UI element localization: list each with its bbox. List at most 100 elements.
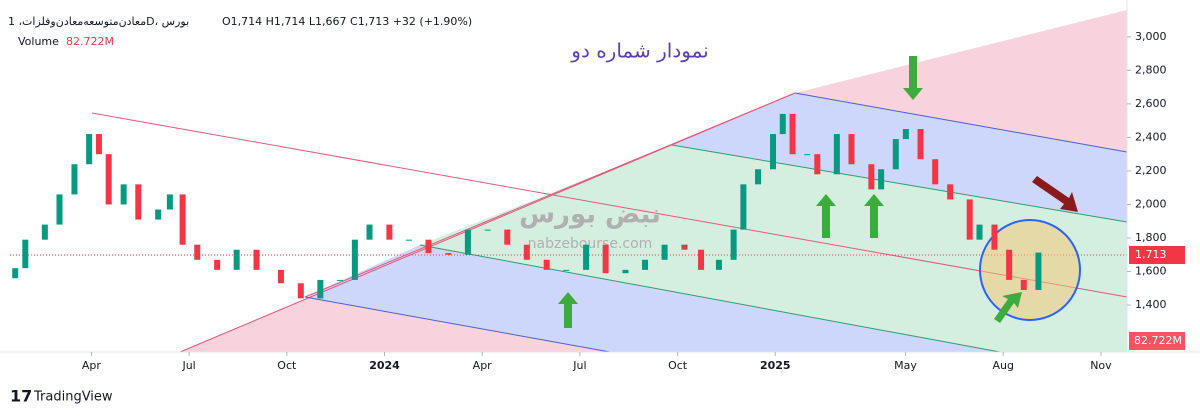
candle [917,129,924,160]
y-tick-label: 2,800 [1135,63,1167,76]
watermark: نبض بورس [519,200,661,230]
candle [277,269,284,284]
volume-label: Volume [18,35,59,48]
x-tick-label: Nov [1090,359,1112,372]
candle [351,239,358,280]
candle [445,253,452,255]
channel-line [304,296,611,353]
candle [253,249,260,270]
candle [41,224,48,240]
volume-tag-label: 82.722M [1134,334,1182,347]
arrow [903,56,923,100]
candle [543,259,550,270]
ohlc: O1,714 H1,714 L1,667 C1,713 +32 (+1.90%) [222,15,472,28]
drawings [10,10,1128,353]
channel-line [304,92,796,298]
x-tick-label: Apr [82,359,102,372]
candle [868,164,875,190]
x-tick-label: Oct [277,359,297,372]
price-tag-label: 1,713 [1135,248,1167,261]
candle [804,154,811,156]
candle [789,113,796,155]
logo: 17 [10,387,32,406]
candle [740,184,747,230]
candle [386,224,393,240]
x-tick-label: Jul [572,359,586,372]
candle [120,184,127,205]
green-arrows [558,56,1022,328]
symbol: معادن‌متوسعه‌معادن‌وفلزات، 1D، بورس [8,15,189,28]
candle [233,249,240,270]
candle [1006,249,1013,280]
channel-line [794,92,1128,153]
blue-band-low [305,245,1000,352]
median-line [91,112,1128,298]
candle [848,134,855,165]
candle [166,194,173,210]
candle [1035,252,1042,290]
candle [698,249,705,270]
y-tick-label: 2,600 [1135,97,1167,110]
candle [366,224,373,240]
candle [902,129,909,140]
y-tick-label: 1,800 [1135,231,1167,244]
x-tick-label: 2024 [369,359,400,372]
y-tick-label: 1,400 [1135,298,1167,311]
highlight-circle [979,219,1081,321]
arrow [994,292,1022,323]
candle [991,224,998,250]
y-tick-label: 2,200 [1135,164,1167,177]
candle [947,184,954,200]
candle [297,283,304,299]
candle [622,269,629,274]
candle [563,269,570,271]
arrow [816,194,836,238]
candle [730,229,737,260]
x-tick-label: Jul [181,359,195,372]
candle [681,244,688,250]
candle [779,113,786,135]
candle [583,244,590,270]
channel-line [671,144,1128,223]
plot [12,113,1042,299]
arrow [864,194,884,238]
candle [214,259,221,270]
candle [966,199,973,240]
x-tick-label: Oct [668,359,688,372]
candle [892,139,899,170]
candle [642,259,649,270]
candle [464,229,471,255]
x-tick-label: Aug [993,359,1014,372]
candle [179,194,186,245]
y-tick-label: 2,400 [1135,130,1167,143]
red-arrow [1032,176,1078,212]
candle [504,229,511,245]
candle [523,244,530,260]
candle [602,244,609,274]
candle [755,169,762,185]
candle [1020,279,1027,290]
candle [135,184,142,220]
volume-value: 82.722M [66,35,114,48]
candle [86,134,93,165]
candle [814,154,821,175]
candle [932,159,939,185]
candle [770,134,777,170]
y-tick-label: 3,000 [1135,30,1167,43]
watermark-url: nabzebourse.com [528,236,653,252]
candle [425,239,432,254]
annotation: نمودار شماره دو [570,39,708,63]
candle [336,279,343,281]
x-tick-label: 2025 [760,359,791,372]
candle [105,154,112,205]
x-tick-label: May [894,359,917,372]
candle [155,209,162,220]
x-tick-label: Apr [473,359,493,372]
candle [715,259,722,270]
candle [833,134,840,175]
candle [661,244,668,260]
candle [12,268,19,279]
price-tag [1129,246,1185,264]
